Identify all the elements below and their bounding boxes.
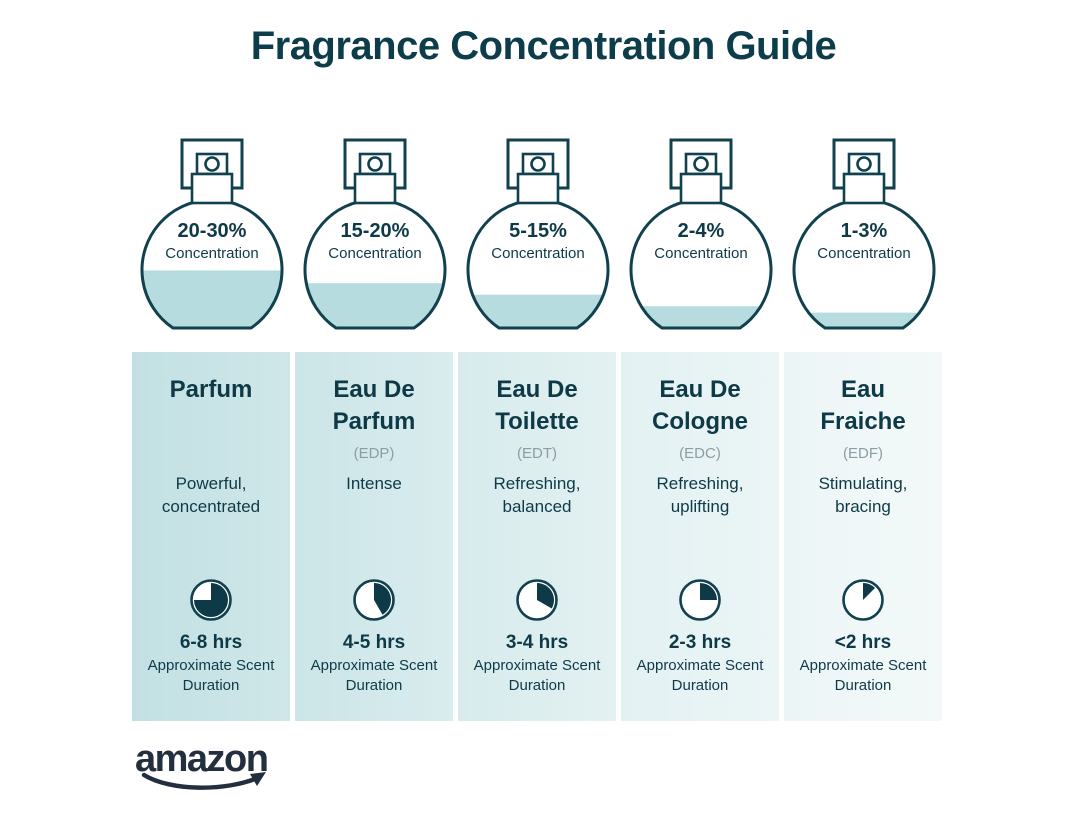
bottle-label: 15-20% Concentration bbox=[295, 218, 455, 264]
bottle-liquid-fill bbox=[631, 306, 772, 328]
concentration-word: Concentration bbox=[165, 245, 259, 262]
duration-caption: Approximate Scent Duration bbox=[636, 657, 764, 694]
nozzle-hole-icon bbox=[693, 156, 709, 172]
bottle-collar bbox=[842, 172, 886, 205]
bottle-collar bbox=[679, 172, 723, 205]
fragrance-abbr: (EDT) bbox=[517, 445, 557, 462]
bottle-label: 20-30% Concentration bbox=[132, 218, 292, 264]
amazon-logo-text: amazon bbox=[135, 738, 269, 780]
perfume-bottle: 2-4% Concentration bbox=[621, 136, 781, 332]
concentration-percent: 1-3% bbox=[840, 220, 888, 242]
duration-caption: Approximate Scent Duration bbox=[310, 657, 438, 694]
perfume-bottle: 15-20% Concentration bbox=[295, 136, 455, 332]
amazon-smile-arrow-icon bbox=[141, 772, 266, 790]
fragrance-description: Refreshing, uplifting bbox=[656, 474, 744, 516]
perfume-bottle: 1-3% Concentration bbox=[784, 136, 944, 332]
fragrance-abbr: (EDF) bbox=[843, 445, 883, 462]
clock-icon bbox=[353, 579, 395, 621]
fragrance-card-edp: Eau De Parfum (EDP) Intense 4-5 hrs Appr… bbox=[295, 352, 453, 721]
bottle-liquid-fill bbox=[468, 294, 609, 328]
fragrance-description: Intense bbox=[346, 474, 402, 493]
fragrance-name: Eau Fraiche bbox=[820, 376, 906, 435]
clock-icon bbox=[842, 579, 884, 621]
scent-duration: <2 hrs bbox=[834, 632, 892, 653]
column-parfum: 20-30% Concentration Parfum Powerful, co… bbox=[132, 136, 290, 721]
fragrance-card-edt: Eau De Toilette (EDT) Refreshing, balanc… bbox=[458, 352, 616, 721]
fragrance-card-edf: Eau Fraiche (EDF) Stimulating, bracing <… bbox=[784, 352, 942, 721]
fragrance-name: Eau De Toilette bbox=[495, 376, 579, 435]
scent-duration: 3-4 hrs bbox=[505, 632, 569, 653]
scent-duration: 6-8 hrs bbox=[179, 632, 243, 653]
page-title: Fragrance Concentration Guide bbox=[250, 24, 837, 68]
clock-icon bbox=[516, 579, 558, 621]
fragrance-card-parfum: Parfum Powerful, concentrated 6-8 hrs Ap… bbox=[132, 352, 290, 721]
perfume-bottle-icon bbox=[629, 138, 773, 330]
perfume-bottle-icon bbox=[466, 138, 610, 330]
bottle-collar bbox=[516, 172, 560, 205]
scent-duration: 2-3 hrs bbox=[668, 632, 732, 653]
concentration-percent: 5-15% bbox=[509, 220, 567, 242]
perfume-bottle: 5-15% Concentration bbox=[458, 136, 618, 332]
fragrance-card-edc: Eau De Cologne (EDC) Refreshing, uplifti… bbox=[621, 352, 779, 721]
bottle-collar bbox=[190, 172, 234, 205]
column-eau-de-toilette: 5-15% Concentration Eau De Toilette (EDT… bbox=[458, 136, 616, 721]
clock-icon bbox=[679, 579, 721, 621]
concentration-word: Concentration bbox=[817, 245, 911, 262]
nozzle-hole-icon bbox=[367, 156, 383, 172]
column-eau-de-cologne: 2-4% Concentration Eau De Cologne (EDC) … bbox=[621, 136, 779, 721]
nozzle-hole-icon bbox=[530, 156, 546, 172]
fragrance-name: Parfum bbox=[169, 376, 253, 403]
column-eau-fraiche: 1-3% Concentration Eau Fraiche (EDF) Sti… bbox=[784, 136, 942, 721]
bottle-liquid-fill bbox=[305, 283, 446, 328]
fragrance-abbr: (EDC) bbox=[679, 445, 721, 462]
bottle-label: 1-3% Concentration bbox=[784, 218, 944, 264]
concentration-word: Concentration bbox=[654, 245, 748, 262]
perfume-bottle: 20-30% Concentration bbox=[132, 136, 292, 332]
column-eau-de-parfum: 15-20% Concentration Eau De Parfum (EDP)… bbox=[295, 136, 453, 721]
fragrance-description: Stimulating, bracing bbox=[818, 474, 908, 516]
duration-caption: Approximate Scent Duration bbox=[799, 657, 927, 694]
fragrance-name: Eau De Parfum bbox=[332, 376, 416, 435]
bottle-collar bbox=[353, 172, 397, 205]
amazon-logo: amazon bbox=[135, 740, 295, 795]
fragrance-description: Powerful, concentrated bbox=[161, 474, 261, 516]
nozzle-hole-icon bbox=[204, 156, 220, 172]
fragrance-abbr bbox=[132, 438, 290, 472]
concentration-percent: 15-20% bbox=[340, 220, 410, 242]
scent-duration: 4-5 hrs bbox=[342, 632, 406, 653]
concentration-word: Concentration bbox=[328, 245, 422, 262]
duration-caption: Approximate Scent Duration bbox=[473, 657, 601, 694]
bottle-liquid-fill bbox=[142, 270, 283, 328]
fragrance-name: Eau De Cologne bbox=[652, 376, 748, 435]
concentration-word: Concentration bbox=[491, 245, 585, 262]
bottle-label: 2-4% Concentration bbox=[621, 218, 781, 264]
nozzle-hole-icon bbox=[856, 156, 872, 172]
fragrance-columns: 20-30% Concentration Parfum Powerful, co… bbox=[132, 136, 942, 721]
clock-icon bbox=[190, 579, 232, 621]
bottle-liquid-fill bbox=[794, 312, 935, 328]
concentration-percent: 2-4% bbox=[677, 220, 725, 242]
fragrance-abbr: (EDP) bbox=[353, 445, 395, 462]
duration-caption: Approximate Scent Duration bbox=[147, 657, 275, 694]
perfume-bottle-icon bbox=[303, 138, 447, 330]
bottle-label: 5-15% Concentration bbox=[458, 218, 618, 264]
perfume-bottle-icon bbox=[792, 138, 936, 330]
fragrance-description: Refreshing, balanced bbox=[493, 474, 581, 516]
perfume-bottle-icon bbox=[140, 138, 284, 330]
concentration-percent: 20-30% bbox=[177, 220, 247, 242]
